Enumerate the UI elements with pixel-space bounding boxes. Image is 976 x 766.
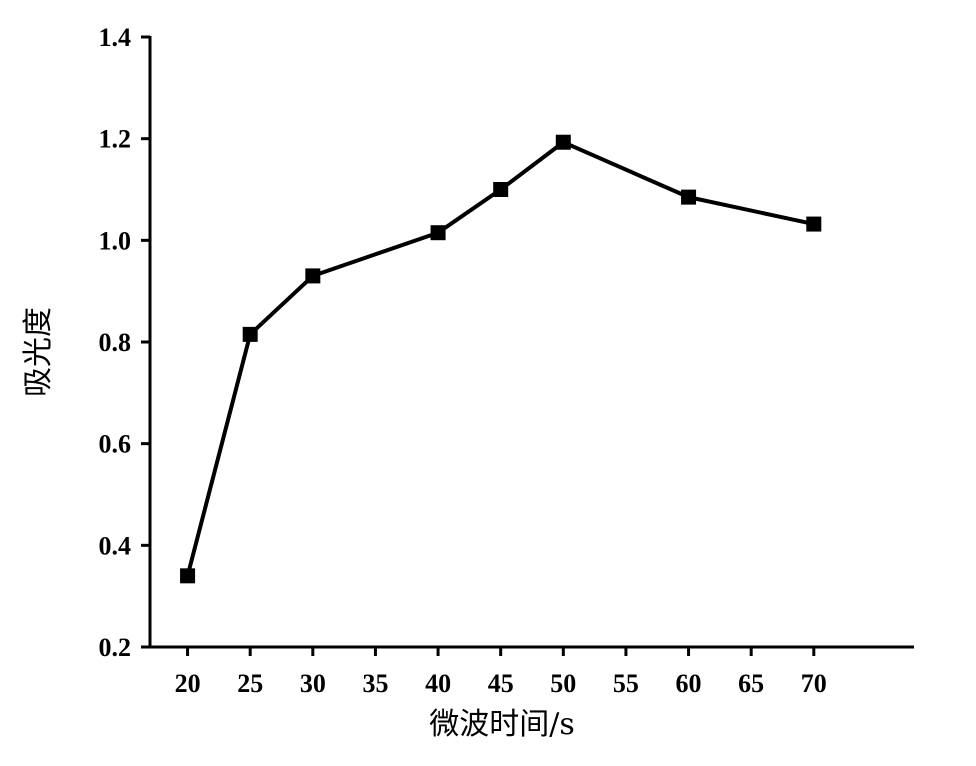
x-tick-label: 20 xyxy=(175,669,201,698)
x-tick-label: 45 xyxy=(488,669,514,698)
x-tick-label: 25 xyxy=(237,669,263,698)
x-tick-label: 65 xyxy=(738,669,764,698)
x-tick-label: 60 xyxy=(676,669,702,698)
series-line xyxy=(185,140,815,577)
x-tick-label: 50 xyxy=(550,669,576,698)
x-tick-label: 35 xyxy=(362,669,388,698)
data-point-marker xyxy=(242,326,258,342)
data-point-marker xyxy=(180,568,196,584)
x-axis-title: 微波时间/s xyxy=(429,707,575,742)
data-point-marker xyxy=(493,182,509,197)
y-tick-label: 0.6 xyxy=(99,430,132,459)
x-tick-label: 70 xyxy=(801,669,827,698)
x-tick-label: 40 xyxy=(425,669,451,698)
x-ticks: 20 25 30 35 40 45 50 55 60 65 70 xyxy=(175,647,827,698)
series-group xyxy=(180,134,822,584)
y-tick-label: 1.0 xyxy=(99,226,132,255)
y-tick-label: 1.4 xyxy=(99,23,132,52)
y-tick-label: 0.8 xyxy=(99,328,132,357)
data-point-marker xyxy=(806,216,822,232)
y-tick-label: 1.2 xyxy=(99,125,132,154)
y-tick-label: 0.4 xyxy=(99,531,132,560)
x-tick-label: 30 xyxy=(300,669,326,698)
x-tick-label: 55 xyxy=(613,669,639,698)
y-axis-title: 吸光度 xyxy=(21,307,56,397)
data-point-marker xyxy=(305,268,321,284)
axes xyxy=(148,36,914,649)
data-point-marker xyxy=(430,225,446,241)
y-ticks: 0.2 0.4 0.6 0.8 1.0 1.2 1.4 xyxy=(99,23,150,662)
y-tick-label: 0.2 xyxy=(99,633,132,662)
data-point-marker xyxy=(681,189,697,205)
data-point-marker xyxy=(555,134,571,150)
